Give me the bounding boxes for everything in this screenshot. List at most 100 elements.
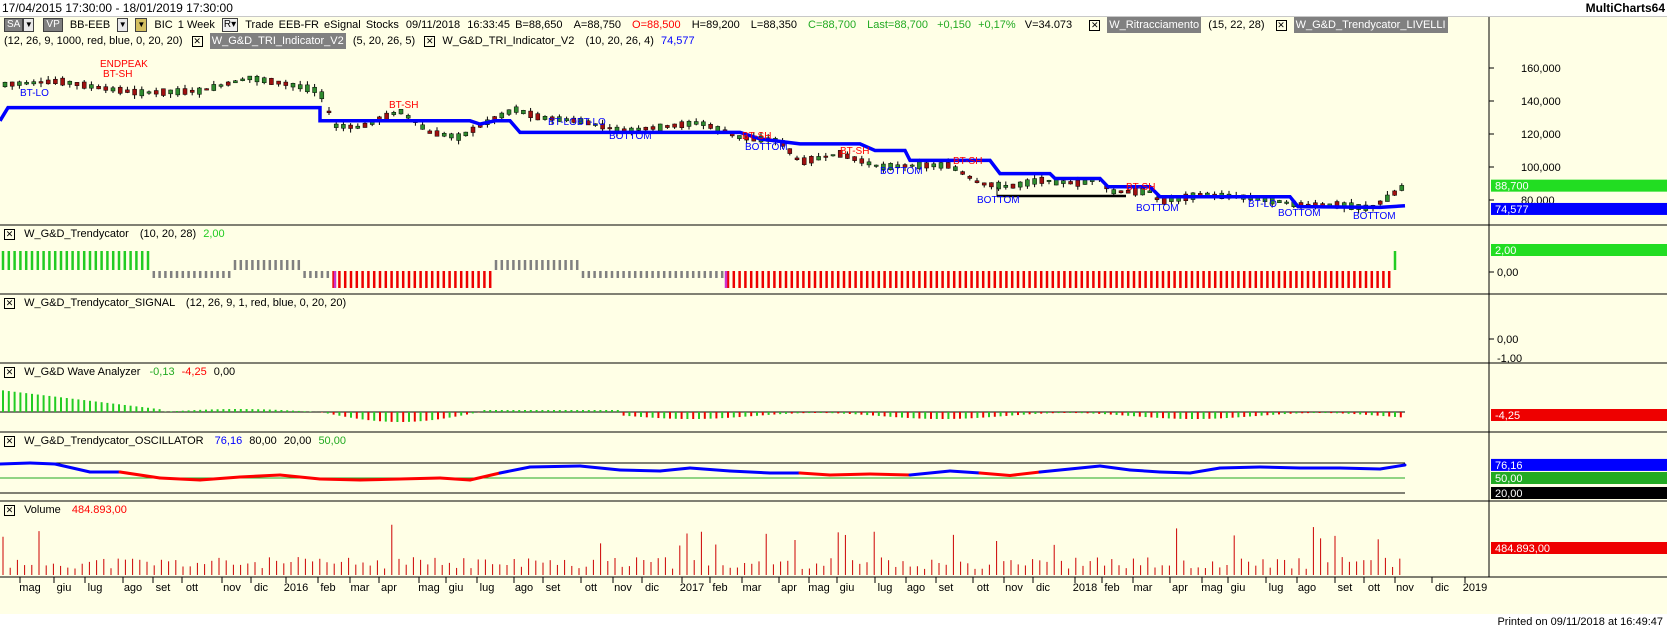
annotation-label: BT-SH [953,156,982,167]
signal-minus-label: -1,00 [1497,353,1522,365]
candle-body [261,77,267,83]
annotation-label: BT-LO [1248,199,1277,210]
indicator-value-marker [1491,202,1667,215]
header-date: 09/11/2018 [405,19,461,31]
trendycator-value-marker [1491,244,1667,256]
osc-line-segment [868,472,912,477]
close-ind3-icon[interactable]: ✕ [191,35,203,47]
candle-body [189,89,195,93]
candle-body [1399,185,1405,191]
osc-line-segment [358,477,402,482]
trendycator-value-label: 2,00 [1495,245,1516,257]
xaxis-label: dic [645,582,660,594]
candle-body [434,130,440,137]
candle-body [1385,194,1390,202]
xaxis-label: giu [1231,582,1246,594]
candle-body [521,110,526,115]
close-ind1-icon[interactable]: ✕ [1089,19,1101,31]
candle-body [585,120,591,126]
candle-body [636,127,641,131]
candle-body [470,126,476,133]
candle-body [665,125,670,128]
xaxis-label: nov [223,582,241,594]
candle-body [31,81,37,85]
candle-body [1169,197,1174,202]
symbol: BB-EEB [69,19,111,31]
candle-body [384,112,389,120]
candle-body [218,84,224,87]
candle-body [1075,179,1081,187]
trendycator-name[interactable]: W_G&D_Trendycator [24,228,129,240]
xaxis-label: feb [712,582,727,594]
candle-body [197,87,202,95]
osc-line-segment [53,462,92,474]
volume-pane-header: ✕ Volume 484.893,00 [4,502,127,518]
osc-line-segment [238,473,282,479]
candle-body [168,89,173,95]
candle-body [420,124,425,130]
vp-button[interactable]: VP [43,18,63,33]
candle-body [290,83,296,88]
chart-canvas[interactable]: 160,000140,000120,000100,00080,000ENDPEA… [0,17,1667,615]
xaxis-label: 2016 [284,582,308,594]
candle-body [60,77,65,86]
close-ind2-icon[interactable]: ✕ [1275,19,1287,31]
candle-body [1392,190,1397,196]
osc-line-segment [158,476,202,482]
osc-v3: 20,00 [283,435,312,447]
wave-name[interactable]: W_G&D Wave Analyzer [24,366,141,378]
candle-body [953,166,958,171]
volume-name[interactable]: Volume [24,504,61,516]
bid: B=88,650 [515,19,563,31]
candle-body [333,123,339,128]
ind4-name[interactable]: W_G&D_TRI_Indicator_V2 [442,35,575,47]
candle-body [297,84,303,90]
osc-line-segment [278,473,322,481]
wave-v2: -4,25 [181,366,207,378]
volume-header: V=34.073 [1024,19,1073,31]
xaxis-label: set [546,582,561,594]
xaxis-label: mag [19,582,40,594]
candle-body [693,121,699,125]
annotation-label: BOTTOM [880,166,923,177]
xaxis-label: dic [254,582,269,594]
ind2-name[interactable]: W_G&D_Trendycator_LIVELLI [1293,17,1448,34]
xaxis-label: ott [1368,582,1380,594]
close-ind4-icon[interactable]: ✕ [424,35,436,47]
close-wave-icon[interactable]: ✕ [4,366,15,378]
osc-v4: 50,00 [318,435,346,447]
candle-body [103,86,109,91]
chart-window[interactable]: 160,000 140,000 120,000 100,000 80,000 ENDPEA… [0,16,1667,615]
candle-body [182,88,188,95]
close-volume-icon[interactable]: ✕ [4,504,15,516]
volume-value: 484.893,00 [71,504,127,516]
osc-20-label: 20,00 [1495,488,1523,500]
candle-body [17,81,22,86]
xaxis-label: feb [320,582,335,594]
close-signal-icon[interactable]: ✕ [4,297,15,309]
sa-button[interactable]: SA [4,18,24,33]
xaxis-label: nov [614,582,632,594]
candle-body [823,155,829,158]
candle-body [2,81,8,88]
status-line: Printed on 09/11/2018 at 16:49:47 [0,614,1667,630]
candle-body [809,156,814,164]
sa-dropdown[interactable]: ▼ [23,18,35,33]
close-osc-icon[interactable]: ✕ [4,435,15,447]
ind1-name[interactable]: W_Ritracciamento [1107,17,1202,34]
osc-v2: 80,00 [249,435,277,447]
close-trendycator-icon[interactable]: ✕ [4,228,15,240]
xaxis-label: giu [840,582,855,594]
signal-name[interactable]: W_G&D_Trendycator_SIGNAL [24,297,175,309]
osc-name[interactable]: W_G&D_Trendycator_OSCILLATOR [24,435,204,447]
candle-body [81,81,87,89]
candle-body [607,127,613,130]
candle-body [175,88,181,96]
candle-body [845,153,850,159]
candle-body [1140,188,1145,196]
indicator-icon[interactable]: ▼ [135,18,148,33]
ind3-name[interactable]: W_G&D_TRI_Indicator_V2 [209,33,346,50]
candle-body [362,122,368,128]
symbol-dropdown[interactable]: ▼ [117,18,129,33]
r-dropdown[interactable]: R▾ [221,18,239,33]
